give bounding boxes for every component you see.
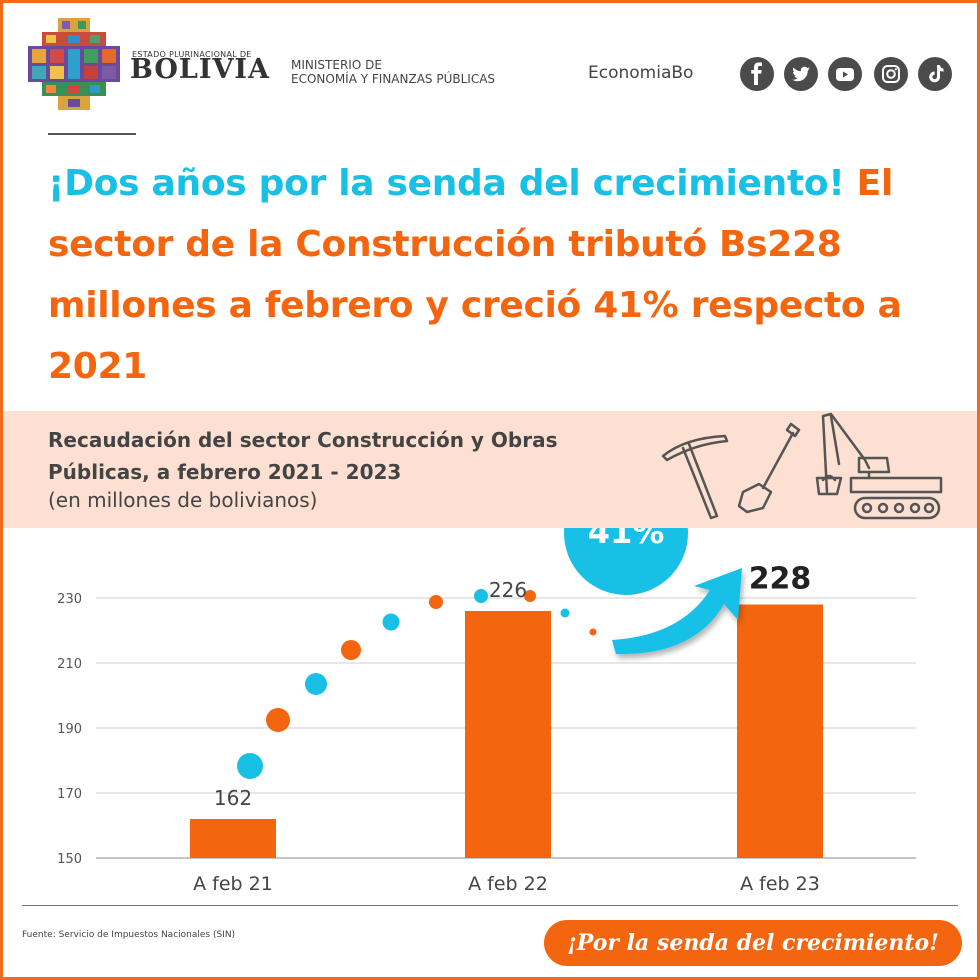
- tiktok-icon[interactable]: [918, 57, 952, 91]
- pickaxe-icon: [661, 434, 729, 520]
- construction-tools-illustration: [661, 412, 943, 520]
- bar-value-label: 228: [749, 562, 812, 597]
- slogan-pill: ¡Por la senda del crecimiento!: [544, 920, 962, 966]
- headline-cyan: ¡Dos años por la senda del crecimiento!: [48, 163, 845, 204]
- facebook-icon[interactable]: [740, 57, 774, 91]
- bar-value-label: 226: [489, 578, 527, 602]
- trail-dot: [524, 590, 536, 602]
- bar-a-feb-22: [465, 611, 551, 858]
- trail-dot: [429, 595, 443, 609]
- y-tick-label: 150: [57, 852, 82, 867]
- headline: ¡Dos años por la senda del crecimiento! …: [48, 153, 938, 397]
- instagram-icon[interactable]: [874, 57, 908, 91]
- source-note: Fuente: Servicio de Impuestos Nacionales…: [22, 930, 236, 940]
- bar-value-label: 162: [214, 786, 252, 810]
- bolivia-wordmark: BOLIVIA: [130, 54, 270, 85]
- trail-dot: [560, 608, 570, 618]
- chart-title: Recaudación del sector Construcción y Ob…: [48, 428, 558, 484]
- growth-bubble: [564, 528, 688, 595]
- trail-dot: [341, 640, 361, 660]
- bar-chart: 150 170 190 210 230 162 226 228 A feb 21 A feb …: [57, 528, 916, 895]
- headline-orange: El sector de la Construcción tributó Bs2…: [48, 163, 902, 387]
- y-tick-label: 210: [57, 657, 82, 672]
- estado-plurinacional-text: ESTADO PLURINACIONAL DE: [132, 50, 252, 59]
- trail-dot: [305, 673, 327, 695]
- growth-arrow-icon: [612, 568, 742, 655]
- excavator-icon: [815, 412, 943, 520]
- trail-dot: [237, 753, 263, 779]
- social-handle: EconomiaBo: [588, 63, 694, 83]
- bottom-rule: [22, 905, 958, 906]
- shovel-icon: [737, 422, 801, 514]
- trail-dot: [474, 589, 488, 603]
- ministry-line-2: ECONOMÍA Y FINANZAS PÚBLICAS: [291, 72, 496, 86]
- y-tick-label: 230: [57, 592, 82, 607]
- y-tick-label: 190: [57, 722, 82, 737]
- growth-percent-label: 41%: [588, 528, 665, 551]
- bar-a-feb-21: [190, 819, 276, 858]
- chart-title-band: [3, 411, 977, 528]
- ministry-line-1: MINISTERIO DE: [291, 58, 382, 72]
- x-tick-label: A feb 23: [740, 873, 820, 895]
- chart-unit: (en millones de bolivianos): [48, 488, 318, 512]
- youtube-icon[interactable]: [828, 57, 862, 91]
- y-tick-label: 170: [57, 787, 82, 802]
- trail-dot: [266, 708, 290, 732]
- bar-a-feb-23: [737, 604, 823, 858]
- ministry-name: MINISTERIO DE ECONOMÍA Y FINANZAS PÚBLIC…: [291, 58, 495, 86]
- bolivia-emblem-logo: [28, 18, 120, 110]
- twitter-icon[interactable]: [784, 57, 818, 91]
- trail-dot: [589, 628, 597, 636]
- trail-dot: [382, 613, 400, 631]
- x-tick-label: A feb 21: [193, 873, 273, 895]
- x-tick-label: A feb 22: [468, 873, 548, 895]
- header-divider: [48, 133, 136, 135]
